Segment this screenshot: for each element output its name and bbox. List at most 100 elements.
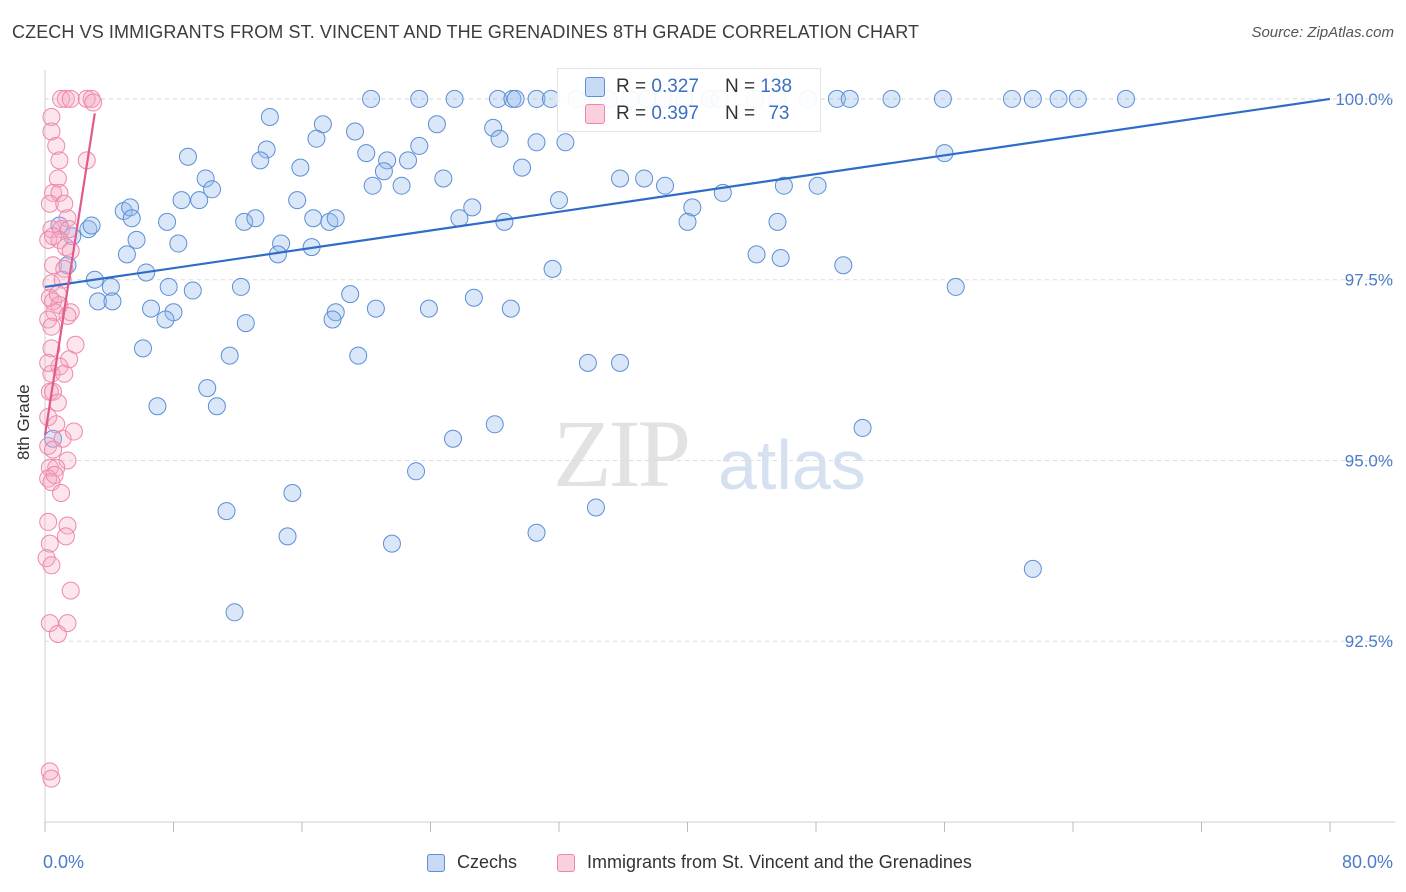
y-tick-label: 100.0% [1335, 90, 1393, 109]
svg-point [61, 581, 80, 600]
legend-item-czechs[interactable]: Czechs [427, 852, 517, 873]
czech-point [346, 122, 365, 141]
stats-box: R = 0.327 N = 138 R = 0.397 N = 73 [557, 68, 821, 132]
czech-point [122, 209, 141, 228]
svg-point [55, 194, 74, 213]
svg-point [39, 437, 58, 455]
svg-point [42, 108, 61, 126]
svg-point [44, 440, 63, 459]
czech-point [445, 89, 464, 108]
czech-point [392, 176, 411, 195]
svg-r-label: R = [616, 103, 647, 124]
svg-point [44, 256, 63, 275]
czech-point [366, 299, 385, 318]
svg-point [84, 93, 103, 112]
czech-point [148, 397, 167, 416]
czech-point [169, 234, 188, 253]
svg-stat-swatch [585, 104, 605, 124]
svg-point [40, 194, 59, 213]
svg-point [39, 512, 58, 531]
czech-point [260, 108, 279, 126]
czech-point [1023, 559, 1042, 578]
czech-point [278, 527, 297, 546]
czech-point [142, 299, 161, 318]
czech-point [363, 176, 382, 195]
czech-point [172, 191, 191, 210]
czech-point [399, 151, 418, 170]
czech-point [304, 209, 323, 228]
czech-point [463, 198, 482, 217]
czech-point [378, 151, 397, 170]
svg-r-value: 0.397 [651, 103, 699, 124]
czech-point [231, 277, 250, 296]
czech-point [550, 191, 568, 210]
czech-point [578, 353, 597, 372]
czech-point [235, 212, 254, 231]
czech-r-label: R = [616, 76, 647, 97]
czech-point [774, 176, 793, 195]
svg-point [47, 136, 66, 155]
svg-stat-row: R = 0.397 N = 73 [616, 101, 789, 127]
czech-point [236, 314, 255, 333]
czech-point [611, 169, 630, 188]
czech-point [490, 129, 509, 148]
czech-point [307, 129, 326, 148]
czech-point [443, 429, 462, 448]
svg-point [61, 89, 80, 108]
svg-point [45, 465, 64, 484]
legend-item-svg[interactable]: Immigrants from St. Vincent and the Gren… [557, 852, 972, 873]
czech-point [527, 89, 546, 108]
czech-point [495, 212, 514, 231]
czech-point [374, 162, 393, 181]
svg-point [52, 89, 71, 108]
czech-point [89, 292, 108, 311]
czech-point [196, 169, 215, 188]
czech-point [79, 220, 98, 239]
czech-point [882, 89, 901, 108]
czech-point [450, 209, 469, 228]
czech-point [158, 212, 177, 231]
czech-point [1068, 89, 1087, 108]
czech-point [586, 498, 605, 517]
czech-point [217, 502, 236, 521]
czech-point [220, 346, 239, 365]
legend-label-czechs: Czechs [457, 852, 518, 872]
czech-point [635, 169, 654, 188]
czech-point [1002, 89, 1021, 108]
czech-point [427, 115, 446, 134]
svg-trendline [43, 113, 96, 436]
czech-point [82, 216, 101, 235]
svg-point [40, 762, 59, 781]
czech-point [611, 353, 630, 372]
czech-point [527, 133, 546, 152]
czech-point [747, 245, 766, 264]
czech-point [288, 191, 307, 210]
svg-point [42, 769, 61, 788]
legend: Czechs Immigrants from St. Vincent and t… [0, 850, 1406, 880]
svg-point [60, 350, 79, 369]
czech-point [464, 288, 483, 307]
czech-point [183, 281, 202, 300]
czech-point [225, 603, 244, 622]
czech-point [203, 180, 222, 199]
czech-point [419, 299, 438, 318]
czech-point [853, 418, 872, 437]
czech-point [178, 147, 197, 166]
czech-point [251, 151, 270, 170]
czech-stat-row: R = 0.327 N = 138 [616, 74, 792, 100]
chart-title: CZECH VS IMMIGRANTS FROM ST. VINCENT AND… [12, 22, 920, 42]
czech-point [506, 89, 525, 108]
czech-stat-swatch [585, 77, 605, 97]
svg-point [40, 534, 59, 553]
svg-point [61, 303, 80, 322]
czech-point [527, 523, 546, 542]
czech-trendline [44, 97, 1331, 289]
czech-point [834, 256, 853, 275]
czech-point [159, 277, 178, 296]
czech-point [678, 212, 697, 231]
czech-point [946, 277, 965, 296]
czech-point [683, 198, 702, 217]
czech-point [127, 230, 146, 249]
legend-swatch-svg [557, 853, 575, 872]
